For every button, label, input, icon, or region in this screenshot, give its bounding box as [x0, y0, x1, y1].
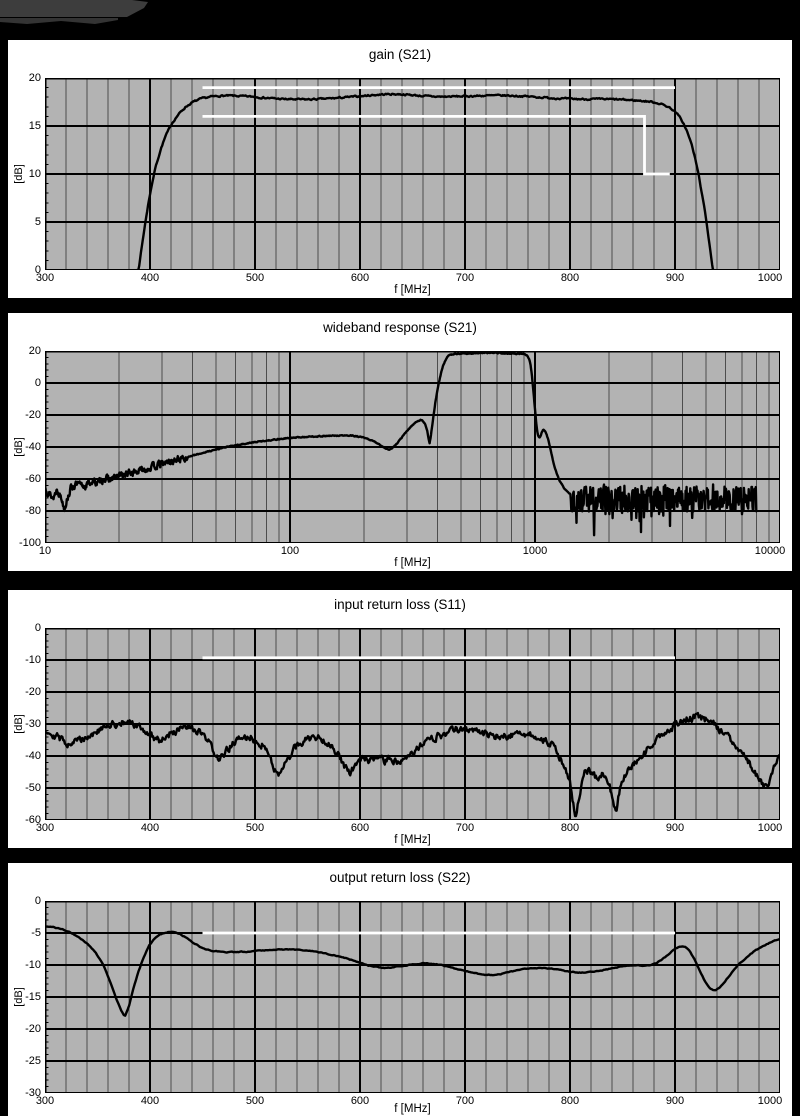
y-tick-label: -10 — [25, 653, 41, 666]
y-tick-labels: 20 15 10 5 0 — [10, 40, 41, 298]
y-tick-label: -100 — [18, 536, 41, 549]
y-tick-label: -30 — [25, 1086, 41, 1099]
clipped-logo-artifact — [0, 0, 160, 26]
chart-title: output return loss (S22) — [329, 870, 471, 885]
y-tick-label: -80 — [25, 504, 41, 517]
x-tick-label: 500 — [245, 822, 265, 834]
x-tick-labels: 300 400 500 600 700 800 900 1000 — [8, 1095, 792, 1108]
x-tick-label: 400 — [140, 822, 160, 834]
x-axis-label: f [MHz] — [394, 834, 431, 846]
y-tick-label: -50 — [25, 781, 41, 794]
y-tick-label: -20 — [25, 685, 41, 698]
x-tick-label: 400 — [140, 1095, 160, 1107]
x-tick-label: 1000 — [757, 822, 783, 834]
y-tick-labels: 0 -5 -10 -15 -20 -25 -30 — [10, 863, 41, 1116]
y-tick-label: 20 — [28, 344, 41, 357]
chart-panel-wideband-s21: wideband response (S21) [dB] 20 0 -20 -40 -6… — [8, 313, 792, 571]
y-tick-label: 10 — [28, 167, 41, 180]
x-tick-label: 10000 — [754, 545, 786, 557]
chart-canvas-s11 — [45, 628, 780, 820]
x-tick-label: 700 — [455, 272, 475, 284]
x-tick-label: 600 — [350, 822, 370, 834]
x-tick-labels: 300 400 500 600 700 800 900 1000 — [8, 272, 792, 285]
x-tick-label: 800 — [560, 1095, 580, 1107]
x-tick-labels: 10 100 1000 10000 — [8, 545, 792, 558]
x-axis-label: f [MHz] — [394, 557, 431, 569]
chart-canvas-gain — [45, 78, 780, 270]
y-tick-labels: 20 0 -20 -40 -60 -80 -100 — [10, 313, 41, 571]
x-axis-label: f [MHz] — [394, 284, 431, 296]
chart-panel-input-return-loss-s11: input return loss (S11) [dB] 0 -10 -20 -30-… — [8, 590, 792, 848]
x-tick-label: 700 — [455, 822, 475, 834]
y-tick-label: 20 — [28, 71, 41, 84]
y-tick-label: -20 — [25, 1022, 41, 1035]
y-tick-label: -60 — [25, 472, 41, 485]
chart-title: input return loss (S11) — [334, 597, 466, 612]
x-tick-label: 600 — [350, 272, 370, 284]
x-tick-labels: 300 400 500 600 700 800 900 1000 — [8, 822, 792, 835]
chart-panel-output-return-loss-s22: output return loss (S22) [dB] 0 -5 -10 -15-… — [8, 863, 792, 1116]
chart-panel-gain-s21: gain (S21) [dB] 20 15 10 5 0 300 400 500 600 700… — [8, 40, 792, 298]
clipped-logo-shape — [0, 0, 148, 17]
x-tick-label: 900 — [665, 822, 685, 834]
y-tick-label: 0 — [34, 894, 41, 907]
y-tick-label: -40 — [25, 749, 41, 762]
x-tick-label: 10 — [38, 545, 52, 557]
chart-title: wideband response (S21) — [323, 320, 477, 335]
x-tick-label: 1000 — [757, 1095, 783, 1107]
y-tick-label: -30 — [25, 717, 41, 730]
y-tick-label: -5 — [31, 926, 41, 939]
x-tick-label: 500 — [245, 1095, 265, 1107]
x-tick-label: 800 — [560, 822, 580, 834]
y-tick-label: 0 — [34, 263, 41, 276]
y-tick-label: 5 — [34, 215, 41, 228]
x-tick-label: 300 — [35, 1095, 55, 1107]
y-tick-label: -10 — [25, 958, 41, 971]
x-tick-label: 900 — [665, 1095, 685, 1107]
y-tick-label: -25 — [25, 1054, 41, 1067]
y-tick-label: 0 — [34, 621, 41, 634]
x-tick-label: 900 — [665, 272, 685, 284]
y-tick-label: -20 — [25, 408, 41, 421]
y-tick-label: -60 — [25, 813, 41, 826]
x-tick-label: 700 — [455, 1095, 475, 1107]
x-tick-label: 300 — [35, 272, 55, 284]
plot-area — [45, 78, 780, 270]
chart-title: gain (S21) — [368, 47, 432, 62]
chart-canvas-wideband — [45, 351, 780, 543]
x-tick-label: 800 — [560, 272, 580, 284]
plot-area — [45, 351, 780, 543]
x-tick-label: 600 — [350, 1095, 370, 1107]
chart-canvas-s22 — [45, 901, 780, 1093]
x-axis-label: f [MHz] — [394, 1103, 431, 1115]
clipped-logo-shape — [0, 18, 118, 24]
x-tick-label: 1000 — [522, 545, 548, 557]
y-tick-label: -40 — [25, 440, 41, 453]
x-tick-label: 500 — [245, 272, 265, 284]
plot-area — [45, 901, 780, 1093]
y-tick-label: 0 — [34, 376, 41, 389]
plot-area — [45, 628, 780, 820]
x-tick-label: 400 — [140, 272, 160, 284]
x-tick-label: 300 — [35, 822, 55, 834]
y-tick-labels: 0 -10 -20 -30 -40 -50 -60 — [10, 590, 41, 848]
y-tick-label: 15 — [28, 119, 41, 132]
x-tick-label: 100 — [280, 545, 300, 557]
x-tick-label: 1000 — [757, 272, 783, 284]
y-tick-label: -15 — [25, 990, 41, 1003]
